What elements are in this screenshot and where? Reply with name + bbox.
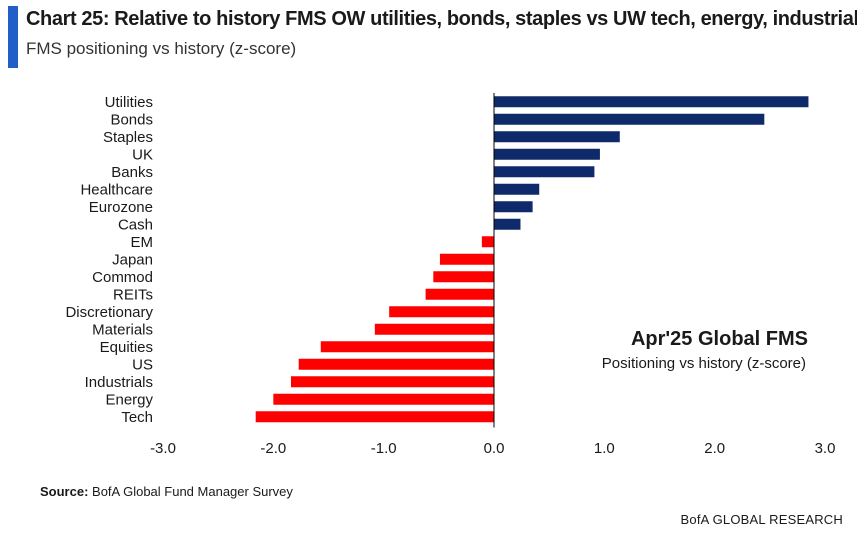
- bar-staples: [494, 131, 620, 143]
- bar-bonds: [494, 113, 765, 125]
- brand-footer: BofA GLOBAL RESEARCH: [680, 512, 843, 527]
- bar-tech: [255, 411, 494, 423]
- bar-cash: [494, 218, 521, 230]
- bar-uk: [494, 148, 600, 160]
- category-label-industrials: Industrials: [85, 374, 153, 391]
- bar-commod: [433, 271, 494, 283]
- bar-eurozone: [494, 201, 533, 213]
- category-label-em: EM: [131, 234, 154, 251]
- bar-us: [298, 358, 494, 370]
- category-label-uk: UK: [132, 146, 153, 163]
- category-label-utilities: Utilities: [105, 94, 153, 111]
- chart-subtitle: FMS positioning vs history (z-score): [26, 39, 297, 58]
- category-label-healthcare: Healthcare: [80, 181, 153, 198]
- x-tick-label: 3.0: [815, 440, 836, 457]
- category-label-japan: Japan: [112, 251, 153, 268]
- bar-reits: [425, 288, 494, 300]
- annotation-title: Apr'25 Global FMS: [631, 328, 808, 350]
- category-label-eurozone: Eurozone: [89, 199, 153, 216]
- x-tick-label: -1.0: [371, 440, 397, 457]
- bar-industrials: [290, 376, 494, 388]
- x-tick-label: -2.0: [260, 440, 286, 457]
- category-label-reits: REITs: [113, 286, 153, 303]
- title-accent-bar: [8, 6, 18, 68]
- source-note: Source: BofA Global Fund Manager Survey: [40, 484, 293, 499]
- category-label-commod: Commod: [92, 269, 153, 286]
- annotation-subtitle: Positioning vs history (z-score): [602, 355, 806, 372]
- category-label-us: US: [132, 356, 153, 373]
- x-tick-label: -3.0: [150, 440, 176, 457]
- category-label-cash: Cash: [118, 216, 153, 233]
- x-tick-label: 1.0: [594, 440, 615, 457]
- category-label-staples: Staples: [103, 129, 153, 146]
- category-label-discretionary: Discretionary: [65, 304, 153, 321]
- bar-discretionary: [389, 306, 494, 318]
- bar-healthcare: [494, 183, 540, 195]
- category-label-tech: Tech: [121, 409, 153, 426]
- chart-title: Chart 25: Relative to history FMS OW uti…: [26, 8, 857, 30]
- bar-utilities: [494, 96, 809, 108]
- category-label-bonds: Bonds: [110, 111, 153, 128]
- category-label-energy: Energy: [105, 391, 153, 408]
- category-label-banks: Banks: [111, 164, 153, 181]
- category-label-materials: Materials: [92, 321, 153, 338]
- bar-materials: [374, 323, 494, 335]
- bar-banks: [494, 166, 595, 178]
- x-tick-label: 2.0: [704, 440, 725, 457]
- source-label: Source:: [40, 484, 89, 499]
- bar-equities: [320, 341, 494, 353]
- bar-japan: [439, 253, 494, 265]
- category-label-equities: Equities: [100, 339, 153, 356]
- bar-em: [481, 236, 494, 248]
- x-tick-label: 0.0: [484, 440, 505, 457]
- source-text: BofA Global Fund Manager Survey: [88, 484, 293, 499]
- bar-energy: [273, 393, 494, 405]
